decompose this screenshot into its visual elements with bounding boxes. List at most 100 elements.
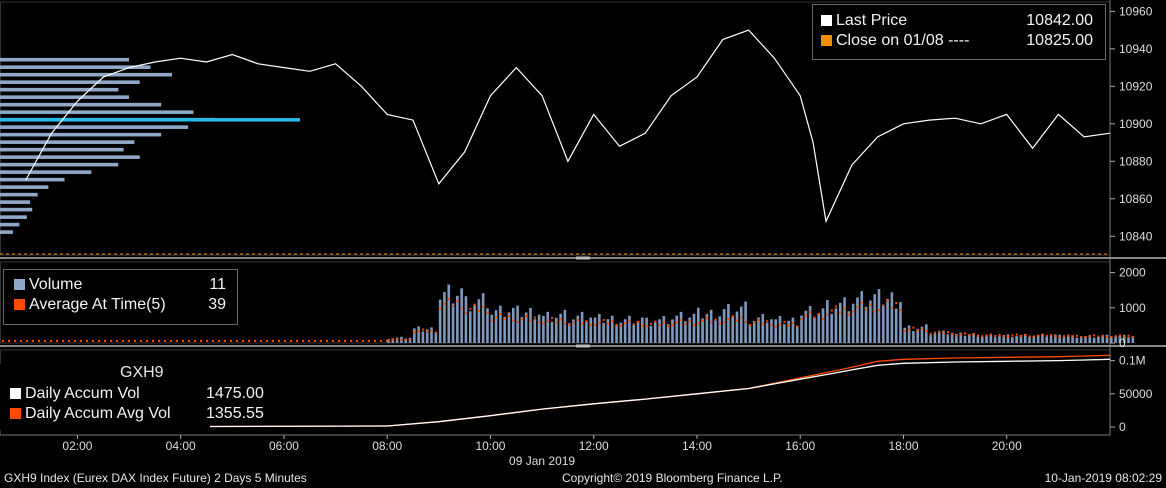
volume-bar (916, 328, 919, 343)
volume-bar (955, 333, 958, 343)
volume-average-dots (2, 297, 1134, 342)
volume-bar (447, 284, 451, 343)
avg-dot (434, 331, 437, 334)
avg-dot (934, 331, 937, 334)
avg-dot (368, 339, 370, 342)
last-price-swatch (821, 15, 832, 26)
avg-dot (290, 339, 292, 342)
legend-accum-avg: Daily Accum Avg Vol 1355.55 (10, 404, 290, 424)
volume-bar (404, 338, 408, 343)
volume-bar (550, 321, 554, 343)
avg-dot (744, 321, 747, 324)
volume-bar (1131, 336, 1135, 343)
avg-dot (1119, 334, 1122, 337)
avg-dot (1011, 334, 1014, 337)
volume-bar (675, 315, 679, 343)
volume-bar (946, 334, 950, 343)
avg-dot (284, 339, 286, 342)
volume-bar (1062, 337, 1066, 343)
x-tick-label: 02:00 (62, 439, 92, 453)
avg-dot (386, 339, 388, 342)
volume-bar (1045, 336, 1049, 343)
volume-bar (1092, 337, 1096, 343)
profile-bar (0, 185, 49, 189)
legend-last-price: Last Price 10842.00 (821, 11, 1101, 31)
avg-dot (865, 308, 868, 311)
avg-dot (951, 333, 954, 336)
volume-bar (998, 336, 1001, 343)
avg-dot (98, 339, 100, 342)
avg-dot (490, 319, 493, 322)
profile-bar (0, 207, 33, 212)
avg-dot (1075, 334, 1078, 337)
avg-dot (809, 311, 812, 314)
volume-bar (477, 299, 481, 343)
avg-dot (344, 339, 346, 342)
profile-bar (0, 87, 119, 92)
avg-dot (422, 328, 425, 331)
avg-dot (248, 339, 250, 342)
volume-bar (468, 311, 472, 343)
profile-bar (0, 80, 140, 84)
avg-dot (44, 339, 46, 342)
volume-bar (585, 321, 588, 343)
accum-legend: GXH9 Daily Accum Vol 1475.00 Daily Accum… (0, 364, 280, 430)
legend-value: 11 (209, 276, 226, 293)
volume-bar (507, 312, 511, 343)
avg-dot (374, 339, 376, 342)
profile-bar (0, 57, 129, 62)
avg-dot (628, 319, 631, 322)
avg-dot (1106, 336, 1109, 339)
volume-bar (1049, 335, 1053, 343)
avg-dot (619, 324, 622, 327)
avg-dot (847, 313, 850, 316)
volume-bar (606, 319, 610, 343)
profile-bar (0, 230, 13, 234)
avg-dot (645, 325, 648, 328)
price-tick-label: 10920 (1119, 79, 1153, 93)
profile-bar (0, 177, 65, 182)
avg-dot (396, 338, 399, 341)
price-tick-label: 10840 (1119, 229, 1153, 243)
avg-dot (1097, 335, 1100, 338)
avg-dot (852, 310, 855, 313)
avg-dot (1050, 334, 1053, 337)
volume-bar (516, 305, 519, 343)
volume-bar (576, 315, 580, 343)
volume-bar (524, 312, 528, 343)
volume-bar (791, 317, 795, 343)
avg-dot (188, 339, 190, 342)
avg-dot (693, 324, 696, 327)
avg-dot (697, 322, 700, 325)
volume-bar (443, 292, 446, 343)
avg-dot (822, 318, 825, 321)
avg-dot (637, 320, 640, 323)
volume-bar (602, 322, 605, 343)
accum-tick-label: 0.1M (1119, 354, 1146, 368)
avg-dot (50, 339, 52, 342)
accum-vol-swatch (10, 388, 21, 399)
avg-dot (272, 339, 274, 342)
volume-bar (542, 315, 545, 343)
volume-bar (413, 328, 416, 343)
legend-label: Volume (29, 276, 83, 293)
avg-dot (1067, 334, 1070, 337)
avg-dot (598, 321, 601, 324)
avg-dot (443, 302, 446, 305)
volume-bar (430, 327, 433, 343)
avg-dot (525, 315, 528, 318)
volume-bar (718, 316, 722, 343)
volume-swatch (14, 279, 25, 290)
volume-bar (929, 335, 932, 343)
avg-dot (152, 339, 154, 342)
avg-dot (242, 339, 244, 342)
avg-dot (1101, 334, 1104, 337)
avg-dot (146, 339, 148, 342)
avg-dot (452, 305, 455, 308)
volume-bar (1127, 337, 1130, 343)
volume-bar (864, 306, 868, 343)
avg-dot (495, 316, 498, 319)
avg-dot (581, 322, 584, 325)
legend-value: 10825.00 (1026, 32, 1093, 49)
avg-dot (14, 339, 16, 342)
